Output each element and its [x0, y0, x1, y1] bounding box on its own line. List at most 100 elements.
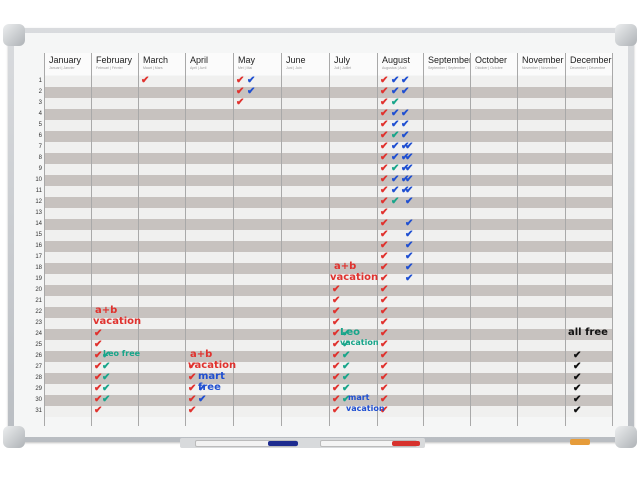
handwritten-note: free	[198, 382, 221, 393]
day-row	[44, 175, 612, 186]
check-mark: ✔	[332, 372, 341, 383]
check-mark: ✔	[573, 405, 582, 416]
month-translation: Juni | Juin	[286, 66, 302, 70]
check-mark: ✔	[401, 174, 410, 185]
month-divider	[138, 53, 139, 426]
handwritten-note: Leo	[340, 327, 361, 338]
check-mark: ✔	[332, 306, 341, 317]
month-translation: Augustus | Août	[382, 66, 407, 70]
check-mark: ✔	[198, 383, 207, 394]
check-mark: ✔	[94, 405, 103, 416]
check-mark: ✔	[380, 174, 389, 185]
check-mark: ✔	[391, 108, 400, 119]
check-mark: ✔	[405, 262, 414, 273]
check-mark: ✔	[332, 383, 341, 394]
check-mark: ✔	[236, 75, 245, 86]
day-number: 18	[35, 265, 42, 271]
check-mark: ✔	[573, 350, 582, 361]
check-mark: ✔	[380, 185, 389, 196]
handwritten-note: mart	[198, 371, 225, 382]
day-number: 3	[38, 100, 42, 106]
day-row	[44, 153, 612, 164]
month-divider	[470, 53, 471, 426]
check-mark: ✔	[380, 141, 389, 152]
check-mark: ✔	[401, 185, 410, 196]
check-mark: ✔	[391, 75, 400, 86]
check-mark: ✔	[573, 361, 582, 372]
day-row	[44, 219, 612, 230]
check-mark: ✔	[380, 86, 389, 97]
month-header: October Oktober | Octobre	[470, 53, 518, 75]
check-mark: ✔	[332, 328, 341, 339]
day-row	[44, 351, 612, 362]
month-translation: Januari | Janvier	[49, 66, 75, 70]
check-mark: ✔	[380, 97, 389, 108]
day-row	[44, 285, 612, 296]
month-divider	[233, 53, 234, 426]
check-mark: ✔	[405, 273, 414, 284]
month-name: November	[522, 55, 564, 65]
day-number: 31	[35, 408, 42, 414]
month-translation: Maart | Mars	[143, 66, 163, 70]
check-mark: ✔	[380, 251, 389, 262]
month-divider	[44, 53, 45, 426]
month-translation: Juli | Juillet	[334, 66, 352, 70]
check-mark: ✔	[380, 383, 389, 394]
check-mark: ✔	[380, 207, 389, 218]
check-mark: ✔	[236, 97, 245, 108]
month-translation: Mei | Mai	[238, 66, 253, 70]
month-name: January	[49, 55, 82, 65]
check-mark: ✔	[380, 130, 389, 141]
month-divider	[565, 53, 566, 426]
check-mark: ✔	[332, 405, 341, 416]
check-mark: ✔	[405, 141, 414, 152]
day-number: 21	[35, 298, 42, 304]
check-mark: ✔	[380, 405, 389, 416]
day-number: 19	[35, 276, 42, 282]
handwritten-note: vacation	[346, 404, 385, 413]
check-mark: ✔	[342, 350, 351, 361]
check-mark: ✔	[332, 361, 341, 372]
handwritten-note: mart	[348, 393, 370, 402]
check-mark: ✔	[380, 163, 389, 174]
day-number: 26	[35, 353, 42, 359]
check-mark: ✔	[380, 152, 389, 163]
check-mark: ✔	[380, 372, 389, 383]
check-mark: ✔	[94, 361, 103, 372]
month-translation: December | Décembre	[570, 66, 606, 70]
check-mark: ✔	[405, 218, 414, 229]
month-name: February	[96, 55, 133, 65]
check-mark: ✔	[401, 119, 410, 130]
month-header: August Augustus | Août	[377, 53, 424, 75]
check-mark: ✔	[380, 328, 389, 339]
check-mark: ✔	[380, 394, 389, 405]
check-mark: ✔	[380, 262, 389, 273]
check-mark: ✔	[247, 75, 256, 86]
day-row	[44, 142, 612, 153]
month-header: March Maart | Mars	[138, 53, 186, 75]
check-mark: ✔	[401, 152, 410, 163]
day-row	[44, 296, 612, 307]
check-mark: ✔	[94, 350, 103, 361]
day-row	[44, 109, 612, 120]
check-mark: ✔	[401, 75, 410, 86]
check-mark: ✔	[247, 86, 256, 97]
month-divider	[612, 53, 613, 426]
marker-pen	[268, 441, 298, 446]
check-mark: ✔	[342, 383, 351, 394]
check-mark: ✔	[405, 251, 414, 262]
check-mark: ✔	[391, 130, 400, 141]
check-mark: ✔	[391, 152, 400, 163]
day-number: 14	[35, 221, 42, 227]
check-mark: ✔	[342, 394, 351, 405]
month-header: July Juli | Juillet	[329, 53, 378, 75]
check-mark: ✔	[391, 174, 400, 185]
check-mark: ✔	[332, 295, 341, 306]
check-mark: ✔	[573, 372, 582, 383]
check-mark: ✔	[94, 328, 103, 339]
day-number: 5	[38, 122, 42, 128]
check-mark: ✔	[332, 284, 341, 295]
day-number: 11	[35, 188, 42, 194]
day-number: 15	[35, 232, 42, 238]
check-mark: ✔	[198, 394, 207, 405]
